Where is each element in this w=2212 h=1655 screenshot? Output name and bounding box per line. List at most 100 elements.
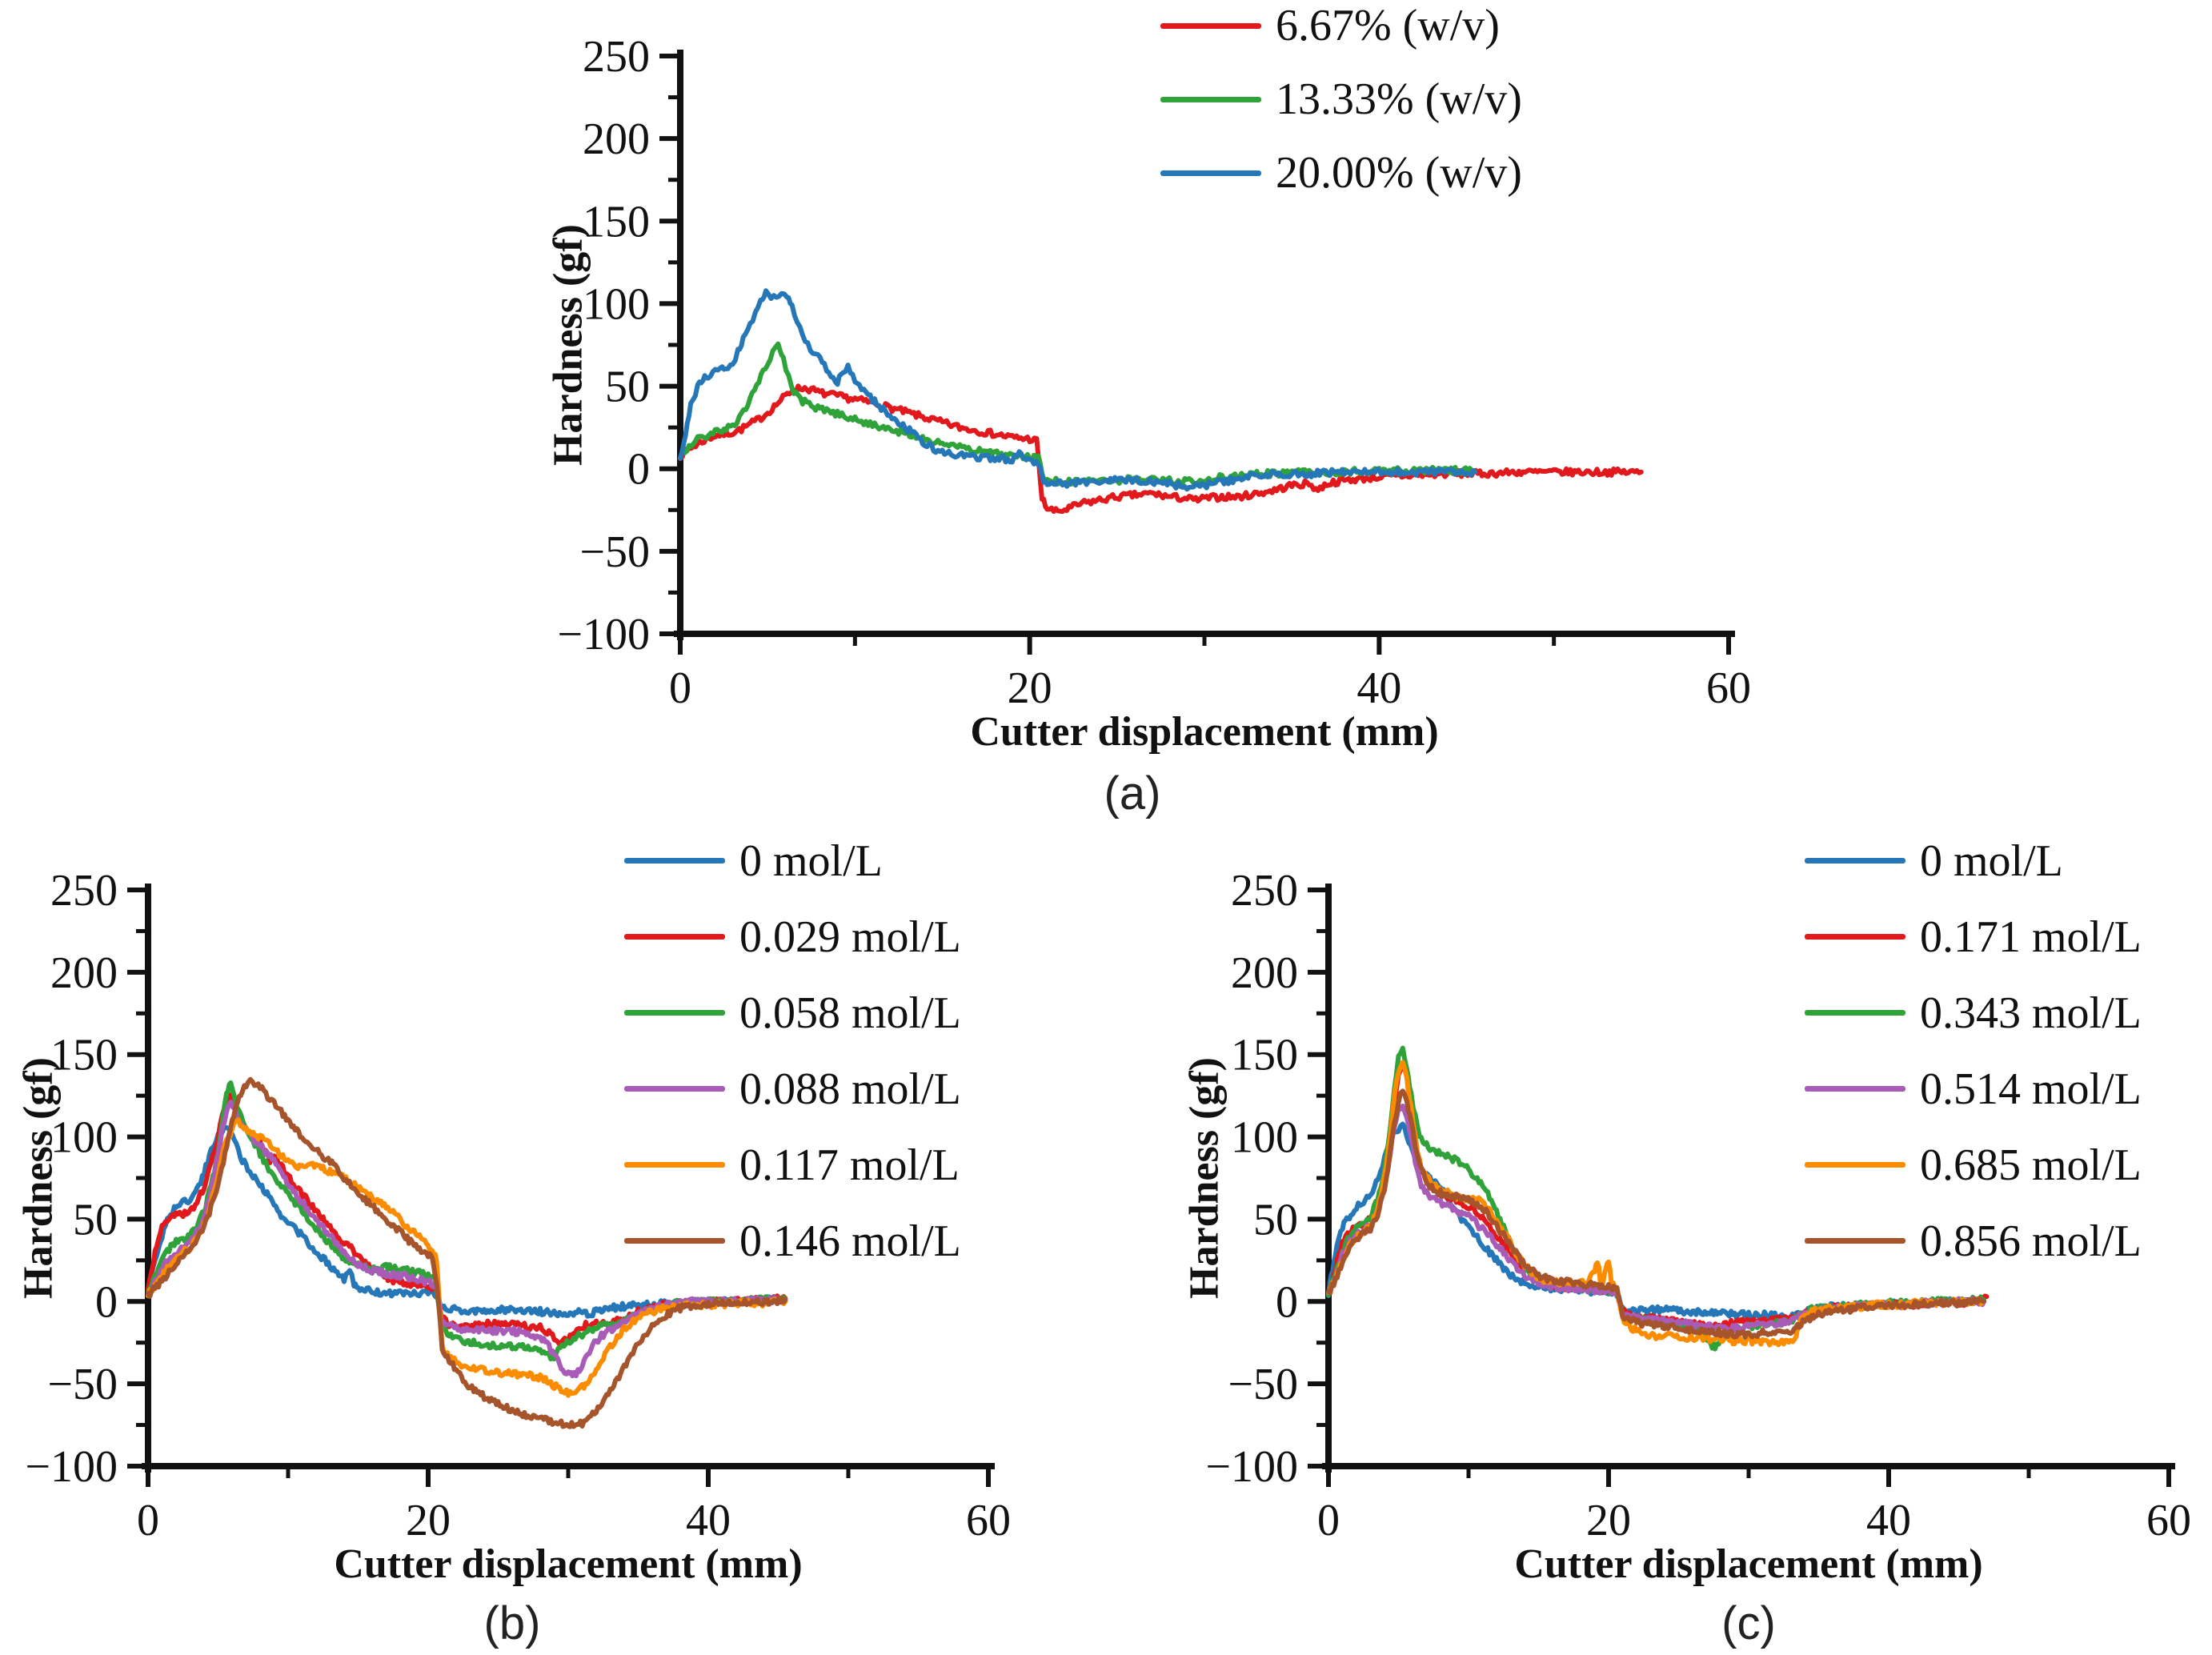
legend-swatch bbox=[624, 1162, 725, 1168]
series-line bbox=[678, 288, 1478, 492]
x-tick-label: 40 bbox=[1356, 663, 1401, 713]
chart-c-y-axis-title: Hardness (gf) bbox=[1181, 1057, 1228, 1299]
legend-label: 0.029 mol/L bbox=[739, 912, 961, 962]
legend-swatch bbox=[1805, 1086, 1905, 1092]
y-tick-label: 50 bbox=[73, 1195, 118, 1244]
chart-b-y-axis-title: Hardness (gf) bbox=[15, 1057, 62, 1299]
legend-label: 0.856 mol/L bbox=[1920, 1216, 2142, 1266]
series-line bbox=[678, 383, 1644, 515]
panel-label-a: (a) bbox=[1104, 767, 1161, 819]
chart-c-canvas: 0 20 40 60 −100 −50 0 50 100 150 200 250 bbox=[1205, 866, 2191, 1545]
y-tick-label: 100 bbox=[583, 279, 650, 329]
series-line bbox=[1326, 1088, 1986, 1340]
y-tick-label: −100 bbox=[1205, 1442, 1298, 1492]
legend-item: 0.343 mol/L bbox=[1805, 975, 2142, 1051]
chart-a-y-axis-title: Hardness (gf) bbox=[545, 224, 591, 466]
legend-swatch bbox=[624, 858, 725, 864]
y-tick-label: 0 bbox=[1276, 1277, 1298, 1327]
x-tick-label: 60 bbox=[966, 1496, 1011, 1545]
chart-c-panel: 0 20 40 60 −100 −50 0 50 100 150 200 250 0 mol/L 0.1… bbox=[1120, 832, 2212, 1655]
y-tick-label: 100 bbox=[1231, 1113, 1298, 1163]
chart-b-legend: 0 mol/L 0.029 mol/L 0.058 mol/L 0.088 mol/L… bbox=[624, 823, 961, 1279]
legend-label: 20.00% (w/v) bbox=[1276, 148, 1522, 198]
chart-c-x-axis-title: Cutter displacement (mm) bbox=[1514, 1541, 1983, 1587]
y-tick-label: 50 bbox=[605, 363, 650, 412]
y-tick-label: 200 bbox=[50, 948, 118, 998]
legend-item: 0.514 mol/L bbox=[1805, 1051, 2142, 1127]
y-tick-label: −50 bbox=[1228, 1360, 1298, 1409]
x-tick-label: 0 bbox=[669, 663, 691, 713]
y-tick-label: 200 bbox=[583, 114, 650, 164]
x-tick-label: 0 bbox=[137, 1496, 159, 1545]
chart-b-x-axis-title: Cutter displacement (mm) bbox=[334, 1541, 803, 1587]
x-tick-label: 20 bbox=[1586, 1496, 1631, 1545]
y-tick-label: 150 bbox=[583, 197, 650, 246]
legend-label: 0.146 mol/L bbox=[739, 1216, 961, 1266]
legend-swatch bbox=[1160, 170, 1261, 176]
y-tick-label: 150 bbox=[50, 1031, 118, 1080]
legend-label: 0 mol/L bbox=[1920, 836, 2063, 886]
legend-label: 13.33% (w/v) bbox=[1276, 74, 1522, 124]
x-tick-label: 0 bbox=[1317, 1496, 1340, 1545]
x-tick-label: 40 bbox=[1866, 1496, 1911, 1545]
legend-item: 0.146 mol/L bbox=[624, 1203, 961, 1279]
legend-item: 0.058 mol/L bbox=[624, 975, 961, 1051]
legend-label: 0.343 mol/L bbox=[1920, 988, 2142, 1038]
legend-swatch bbox=[1805, 1010, 1905, 1016]
legend-swatch bbox=[624, 934, 725, 940]
legend-item: 0.856 mol/L bbox=[1805, 1203, 2142, 1279]
legend-item: 20.00% (w/v) bbox=[1160, 136, 1522, 210]
y-tick-label: 50 bbox=[1253, 1195, 1298, 1244]
panel-label-c: (c) bbox=[1721, 1597, 1776, 1649]
legend-item: 0.685 mol/L bbox=[1805, 1127, 2142, 1203]
legend-item: 0.171 mol/L bbox=[1805, 899, 2142, 975]
y-tick-label: 150 bbox=[1231, 1031, 1298, 1080]
legend-swatch bbox=[624, 1238, 725, 1244]
y-tick-label: 250 bbox=[583, 32, 650, 82]
y-tick-label: −100 bbox=[557, 610, 650, 659]
chart-a-x-axis-title: Cutter displacement (mm) bbox=[970, 709, 1439, 755]
chart-b-panel: 0 20 40 60 −100 −50 0 50 100 150 200 250 0 mol/L 0.0… bbox=[0, 832, 1120, 1655]
legend-label: 0 mol/L bbox=[739, 836, 883, 886]
legend-item: 0.088 mol/L bbox=[624, 1051, 961, 1127]
x-tick-label: 40 bbox=[686, 1496, 731, 1545]
legend-swatch bbox=[1805, 858, 1905, 864]
legend-label: 6.67% (w/v) bbox=[1276, 1, 1500, 50]
chart-b-canvas: 0 20 40 60 −100 −50 0 50 100 150 200 250 bbox=[25, 866, 1011, 1545]
chart-a-canvas: 0 20 40 60 −100 −50 0 50 100 150 200 250 bbox=[557, 32, 1751, 713]
x-tick-label: 60 bbox=[1706, 663, 1751, 713]
legend-item: 0.117 mol/L bbox=[624, 1127, 961, 1203]
y-tick-label: 0 bbox=[627, 445, 650, 495]
legend-item: 13.33% (w/v) bbox=[1160, 62, 1522, 136]
legend-label: 0.171 mol/L bbox=[1920, 912, 2142, 962]
series-line bbox=[678, 341, 1474, 487]
panel-label-b: (b) bbox=[483, 1597, 541, 1649]
y-tick-label: 0 bbox=[95, 1277, 118, 1327]
y-tick-label: 250 bbox=[50, 866, 118, 916]
x-tick-label: 20 bbox=[1008, 663, 1052, 713]
legend-swatch bbox=[624, 1010, 725, 1016]
legend-label: 0.117 mol/L bbox=[739, 1140, 960, 1190]
legend-swatch bbox=[1805, 934, 1905, 940]
legend-swatch bbox=[1160, 22, 1261, 29]
y-tick-label: 200 bbox=[1231, 948, 1298, 998]
legend-label: 0.088 mol/L bbox=[739, 1064, 961, 1114]
legend-swatch bbox=[1160, 96, 1261, 102]
legend-item: 0 mol/L bbox=[624, 823, 961, 899]
legend-swatch bbox=[1805, 1162, 1905, 1168]
legend-label: 0.058 mol/L bbox=[739, 988, 961, 1038]
y-tick-label: 100 bbox=[50, 1113, 118, 1163]
series-line bbox=[146, 1076, 788, 1429]
legend-item: 0.029 mol/L bbox=[624, 899, 961, 975]
legend-label: 0.514 mol/L bbox=[1920, 1064, 2142, 1114]
chart-c-legend: 0 mol/L 0.171 mol/L 0.343 mol/L 0.514 mol/L… bbox=[1805, 823, 2142, 1279]
y-tick-label: −100 bbox=[25, 1442, 118, 1492]
legend-item: 6.67% (w/v) bbox=[1160, 0, 1522, 62]
y-tick-label: 250 bbox=[1231, 866, 1298, 916]
legend-item: 0 mol/L bbox=[1805, 823, 2142, 899]
chart-a-panel: 0 20 40 60 −100 −50 0 50 100 150 200 250 6.67% (w/v… bbox=[448, 0, 1809, 828]
x-tick-label: 60 bbox=[2146, 1496, 2191, 1545]
y-tick-label: −50 bbox=[47, 1360, 118, 1409]
legend-swatch bbox=[624, 1086, 725, 1092]
y-tick-label: −50 bbox=[579, 527, 650, 577]
